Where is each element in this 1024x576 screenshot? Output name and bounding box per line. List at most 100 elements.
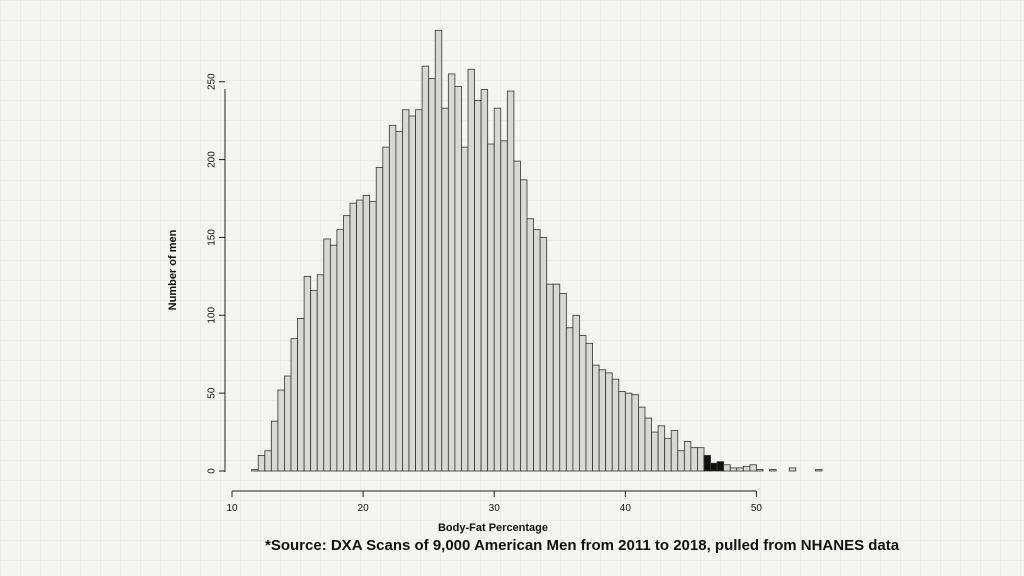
histogram-bar bbox=[546, 283, 554, 472]
histogram-bar bbox=[310, 289, 318, 472]
x-axis-ticks: 10 20 30 40 50 bbox=[226, 491, 762, 514]
histogram-bar bbox=[703, 455, 711, 472]
histogram-bar bbox=[316, 274, 325, 472]
histogram-bar bbox=[552, 283, 561, 472]
x-axis-title: Body-Fat Percentage bbox=[438, 522, 548, 534]
histogram-bar bbox=[454, 85, 462, 472]
histogram-bar bbox=[729, 467, 738, 472]
y-axis-title: Number of men bbox=[167, 229, 179, 310]
histogram-bar bbox=[264, 450, 272, 472]
histogram-bar bbox=[415, 109, 423, 472]
histogram-bar bbox=[382, 146, 390, 472]
histogram-bar bbox=[474, 100, 482, 472]
histogram-bar bbox=[349, 202, 357, 472]
histogram-bar bbox=[513, 160, 521, 472]
histogram-bar bbox=[677, 450, 685, 472]
x-tick-label: 40 bbox=[620, 503, 632, 514]
x-tick-label: 10 bbox=[226, 503, 238, 514]
histogram-bar bbox=[329, 244, 338, 472]
histogram-bar bbox=[585, 342, 593, 472]
histogram-bar bbox=[408, 115, 416, 472]
histogram-bar bbox=[323, 238, 331, 472]
histogram-bar bbox=[428, 78, 436, 472]
histogram-bar bbox=[506, 90, 515, 472]
y-tick-label: 200 bbox=[207, 151, 218, 168]
histogram-bar bbox=[638, 406, 646, 472]
histogram-bar bbox=[493, 107, 502, 472]
histogram-bar bbox=[769, 469, 777, 472]
histogram-bar bbox=[592, 364, 600, 472]
source-note: *Source: DXA Scans of 9,000 American Men… bbox=[265, 537, 900, 554]
histogram-bar bbox=[284, 375, 292, 472]
histogram-bar bbox=[434, 29, 443, 472]
histogram-bar bbox=[251, 469, 259, 472]
histogram-bar bbox=[670, 430, 679, 472]
histogram-bar bbox=[480, 89, 489, 472]
histogram-bar bbox=[539, 237, 548, 472]
histogram-bar bbox=[756, 469, 764, 472]
histogram-bar bbox=[362, 194, 371, 472]
histogram-bar bbox=[683, 441, 692, 472]
y-axis-ticks: 0 50 100 150 200 250 bbox=[207, 73, 225, 474]
histogram-bar bbox=[611, 378, 620, 472]
histogram-bar bbox=[487, 143, 495, 472]
histogram-bar bbox=[697, 447, 705, 472]
histogram-bar bbox=[598, 369, 607, 472]
y-tick-label: 100 bbox=[207, 307, 218, 324]
histogram-bar bbox=[277, 389, 285, 472]
histogram-bar bbox=[644, 417, 652, 472]
x-tick-label: 30 bbox=[489, 503, 501, 514]
histogram-bar bbox=[716, 461, 725, 472]
histogram-bar bbox=[290, 338, 298, 472]
histogram-bar bbox=[710, 462, 718, 472]
y-tick-label: 0 bbox=[207, 468, 218, 474]
x-tick-label: 20 bbox=[358, 503, 370, 514]
histogram-bar bbox=[388, 124, 397, 472]
y-tick-label: 50 bbox=[207, 387, 218, 399]
histogram-bar bbox=[343, 215, 351, 472]
histogram-bar bbox=[815, 469, 823, 472]
histogram-bar bbox=[336, 229, 344, 472]
histogram-bar bbox=[467, 68, 475, 472]
histogram-bar bbox=[579, 335, 587, 472]
histogram-bar bbox=[565, 327, 574, 472]
histogram-bar bbox=[447, 73, 456, 472]
histogram-bar bbox=[270, 420, 279, 472]
x-tick-label: 50 bbox=[751, 503, 763, 514]
y-tick-label: 150 bbox=[207, 229, 218, 246]
histogram-bar bbox=[500, 140, 508, 472]
histogram-bar bbox=[303, 275, 312, 472]
histogram-bar bbox=[257, 455, 266, 472]
histogram-bar bbox=[749, 464, 757, 472]
histogram-bars bbox=[251, 29, 823, 472]
histogram-bar bbox=[441, 107, 449, 472]
histogram-bar bbox=[572, 314, 580, 472]
histogram-bar bbox=[297, 317, 305, 472]
histogram-bar bbox=[742, 465, 751, 472]
histogram-bar bbox=[690, 447, 698, 472]
histogram-bar bbox=[533, 229, 541, 472]
histogram-bar bbox=[624, 392, 633, 472]
histogram-bar bbox=[664, 437, 672, 472]
histogram-bar bbox=[657, 425, 666, 472]
histogram-bar bbox=[395, 131, 403, 472]
histogram-bar bbox=[520, 179, 528, 472]
histogram-bar bbox=[402, 109, 410, 472]
histogram-bar bbox=[788, 467, 797, 472]
histogram-bar bbox=[375, 166, 384, 472]
histogram-bar bbox=[461, 146, 469, 472]
histogram-bar bbox=[618, 391, 626, 472]
y-tick-label: 250 bbox=[207, 73, 218, 90]
histogram-bar bbox=[651, 431, 659, 472]
histogram-bar bbox=[605, 372, 613, 472]
histogram-bar bbox=[369, 201, 377, 472]
histogram-bar bbox=[356, 199, 364, 472]
histogram-bar bbox=[421, 65, 430, 472]
histogram-bar bbox=[723, 464, 731, 472]
histogram-bar bbox=[736, 467, 744, 472]
histogram-bar bbox=[526, 218, 534, 472]
histogram-bar bbox=[559, 293, 567, 472]
histogram-bar bbox=[631, 394, 639, 472]
